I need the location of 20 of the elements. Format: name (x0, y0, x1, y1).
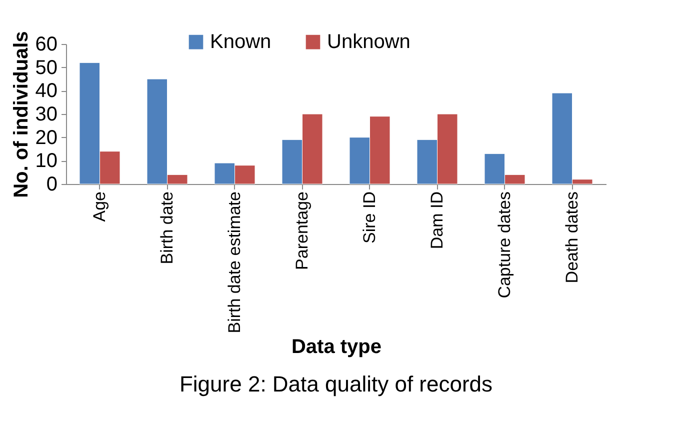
x-axis-title: Data type (291, 336, 382, 358)
y-tick-label: 50 (35, 56, 58, 79)
y-tick-label: 20 (35, 126, 58, 149)
x-tick-label: Capture dates (494, 192, 514, 298)
y-tick-label: 10 (35, 150, 58, 172)
y-tick-label: 0 (46, 174, 58, 196)
x-tick-label: Parentage (292, 192, 312, 270)
legend-label: Known (210, 31, 272, 54)
y-tick-label: 40 (35, 80, 58, 102)
legend-label: Unknown (327, 31, 410, 54)
x-tick-label: Birth date (157, 192, 176, 264)
y-tick-label: 30 (35, 104, 58, 126)
text: Figure 2: Data quality of records (179, 372, 493, 397)
x-tick-label: Dam ID (427, 192, 446, 250)
x-tick-label: Age (90, 192, 109, 222)
x-tick-label: Sire ID (360, 192, 379, 244)
x-tick-label: Death dates (562, 192, 582, 284)
x-tick-label: Birth date estimate (224, 192, 244, 334)
y-tick-label: 60 (35, 34, 58, 56)
y-axis-title: No. of individuals (10, 31, 32, 198)
